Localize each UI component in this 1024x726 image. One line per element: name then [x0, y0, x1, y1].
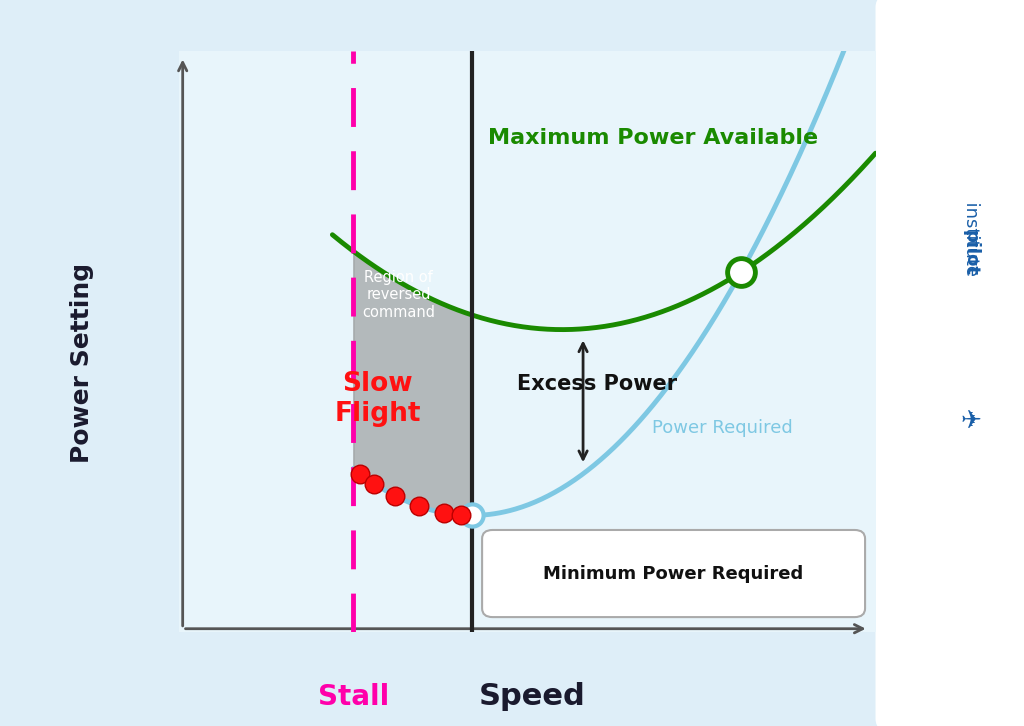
Text: Region of
reversed
command: Region of reversed command	[362, 270, 435, 319]
FancyBboxPatch shape	[0, 0, 911, 726]
Point	[352, 468, 369, 480]
Point	[387, 490, 403, 502]
Point	[435, 507, 452, 518]
Text: Minimum Power Required: Minimum Power Required	[544, 565, 804, 582]
Text: institute: institute	[962, 167, 980, 276]
Text: Power Required: Power Required	[652, 420, 793, 437]
FancyBboxPatch shape	[876, 0, 1024, 726]
Point	[412, 500, 428, 512]
Point	[453, 509, 469, 521]
Text: ✈: ✈	[961, 409, 981, 433]
FancyBboxPatch shape	[482, 530, 865, 617]
Text: pilot: pilot	[962, 230, 980, 276]
Text: Excess Power: Excess Power	[517, 374, 677, 394]
Text: Speed: Speed	[479, 682, 586, 711]
Text: Stall: Stall	[317, 683, 389, 711]
Text: Slow
Flight: Slow Flight	[335, 371, 421, 428]
Text: Maximum Power Available: Maximum Power Available	[487, 128, 818, 148]
Point	[366, 478, 382, 489]
Text: Power Setting: Power Setting	[70, 263, 94, 463]
